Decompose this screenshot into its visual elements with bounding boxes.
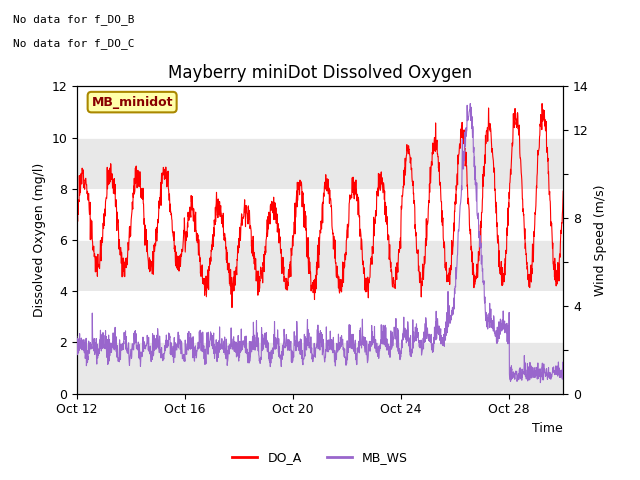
Text: MB_minidot: MB_minidot <box>92 96 173 108</box>
X-axis label: Time: Time <box>532 422 563 435</box>
Title: Mayberry miniDot Dissolved Oxygen: Mayberry miniDot Dissolved Oxygen <box>168 64 472 82</box>
Bar <box>77 86 563 138</box>
Legend: DO_A, MB_WS: DO_A, MB_WS <box>227 446 413 469</box>
Bar <box>77 291 563 342</box>
Y-axis label: Dissolved Oxygen (mg/l): Dissolved Oxygen (mg/l) <box>33 163 45 317</box>
Bar <box>77 189 563 240</box>
Text: No data for f_DO_B: No data for f_DO_B <box>13 14 134 25</box>
Y-axis label: Wind Speed (m/s): Wind Speed (m/s) <box>594 184 607 296</box>
Text: No data for f_DO_C: No data for f_DO_C <box>13 38 134 49</box>
